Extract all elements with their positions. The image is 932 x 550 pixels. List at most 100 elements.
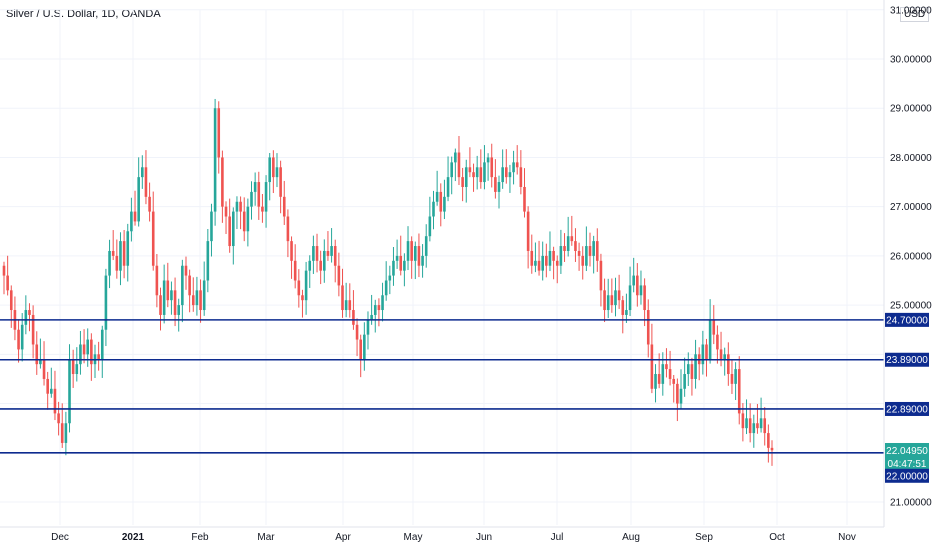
candle-body [86, 339, 90, 355]
x-tick-label: Jun [476, 532, 492, 543]
candle-body [366, 319, 370, 335]
candle-body [173, 290, 177, 315]
candle-body [253, 182, 257, 192]
candle-body [417, 246, 421, 266]
candle-body [483, 162, 486, 183]
candle-body [756, 423, 759, 429]
candle-body [737, 369, 741, 414]
candle-body [42, 359, 46, 379]
candle-body [2, 265, 6, 276]
candle-body [472, 172, 475, 178]
candle-body [20, 324, 24, 350]
candle-body [184, 265, 188, 276]
candle-body [75, 364, 79, 375]
candle-body [79, 344, 82, 365]
y-tick-label: 28.00000 [890, 153, 932, 164]
candle-body [239, 201, 242, 212]
candle-body [399, 255, 403, 271]
y-tick-label: 25.00000 [890, 301, 932, 312]
candle-countdown: 04:47:51 [888, 459, 927, 470]
candle-body [373, 305, 377, 315]
candle-body [665, 364, 668, 370]
candle-body [716, 334, 719, 350]
time-axis: Dec 2021 Feb Mar Apr May Jun Jul Aug Sep Oct Nov [0, 526, 884, 543]
y-tick-label: 30.00000 [890, 55, 932, 66]
candle-body [257, 182, 261, 207]
currency-unit-badge[interactable]: USD [900, 7, 930, 22]
candle-body [563, 246, 566, 251]
candle-body [290, 241, 293, 261]
candle-body [450, 162, 453, 178]
candle-body [679, 388, 683, 404]
candle-body [585, 246, 588, 266]
candle-body [770, 447, 774, 451]
candle-body [115, 255, 119, 271]
candle-body [676, 383, 679, 404]
candle-body [377, 305, 381, 311]
candle-body [723, 354, 726, 360]
candle-body [28, 310, 31, 315]
candle-body [734, 369, 737, 384]
candle-body [337, 265, 341, 286]
candle-body [672, 378, 676, 384]
candle-body [646, 310, 650, 345]
candle-body [621, 300, 625, 315]
candle-body [242, 211, 246, 232]
candle-body [71, 359, 75, 375]
level-tag-label: 23.89000 [886, 355, 928, 366]
candle-body [432, 201, 435, 217]
candle-body [119, 241, 122, 271]
grid-lines [0, 9, 884, 525]
candle-body [352, 310, 355, 325]
candle-body [191, 295, 195, 306]
candle-body [464, 167, 468, 187]
candle-body [443, 196, 446, 212]
candle-body [654, 374, 657, 389]
candle-body [588, 246, 592, 256]
price-tags: 24.70000 23.89000 22.89000 22.04950 04:47:51… [885, 312, 929, 483]
candle-body [162, 280, 166, 315]
candle-body [406, 241, 410, 261]
candle-body [643, 285, 646, 311]
candle-body [668, 369, 672, 379]
candle-body [268, 157, 272, 183]
candle-body [413, 246, 417, 261]
candle-body [410, 241, 413, 261]
last-price-label: 22.04950 [886, 446, 928, 457]
candle-body [479, 167, 483, 183]
candle-body [293, 260, 297, 281]
candle-body [9, 290, 13, 311]
horizontal-levels [0, 319, 884, 454]
candle-body [603, 290, 606, 311]
candle-body [217, 108, 221, 158]
candle-body [315, 246, 319, 261]
candle-body [683, 374, 686, 389]
candle-body [155, 265, 159, 296]
candle-body [545, 255, 548, 266]
candle-body [68, 359, 71, 424]
candle-body [326, 250, 330, 256]
candle-body [181, 265, 184, 306]
candle-body [570, 236, 574, 242]
candle-body [657, 374, 661, 384]
level-tag [885, 468, 929, 483]
candle-body [748, 418, 752, 434]
candle-body [592, 241, 595, 256]
candle-body [767, 433, 770, 448]
candle-body [559, 246, 563, 266]
candle-body [661, 364, 665, 384]
candle-body [60, 423, 64, 443]
candle-body [24, 310, 28, 325]
candle-body [730, 374, 734, 384]
candle-body [50, 388, 53, 394]
candle-body [126, 231, 130, 266]
candle-body [282, 196, 286, 217]
candle-body [541, 255, 544, 271]
candle-body [133, 211, 137, 222]
candle-body [221, 157, 224, 207]
candle-body [581, 255, 585, 266]
candle-body [264, 182, 268, 212]
candle-body [31, 314, 35, 345]
candle-body [206, 241, 210, 281]
